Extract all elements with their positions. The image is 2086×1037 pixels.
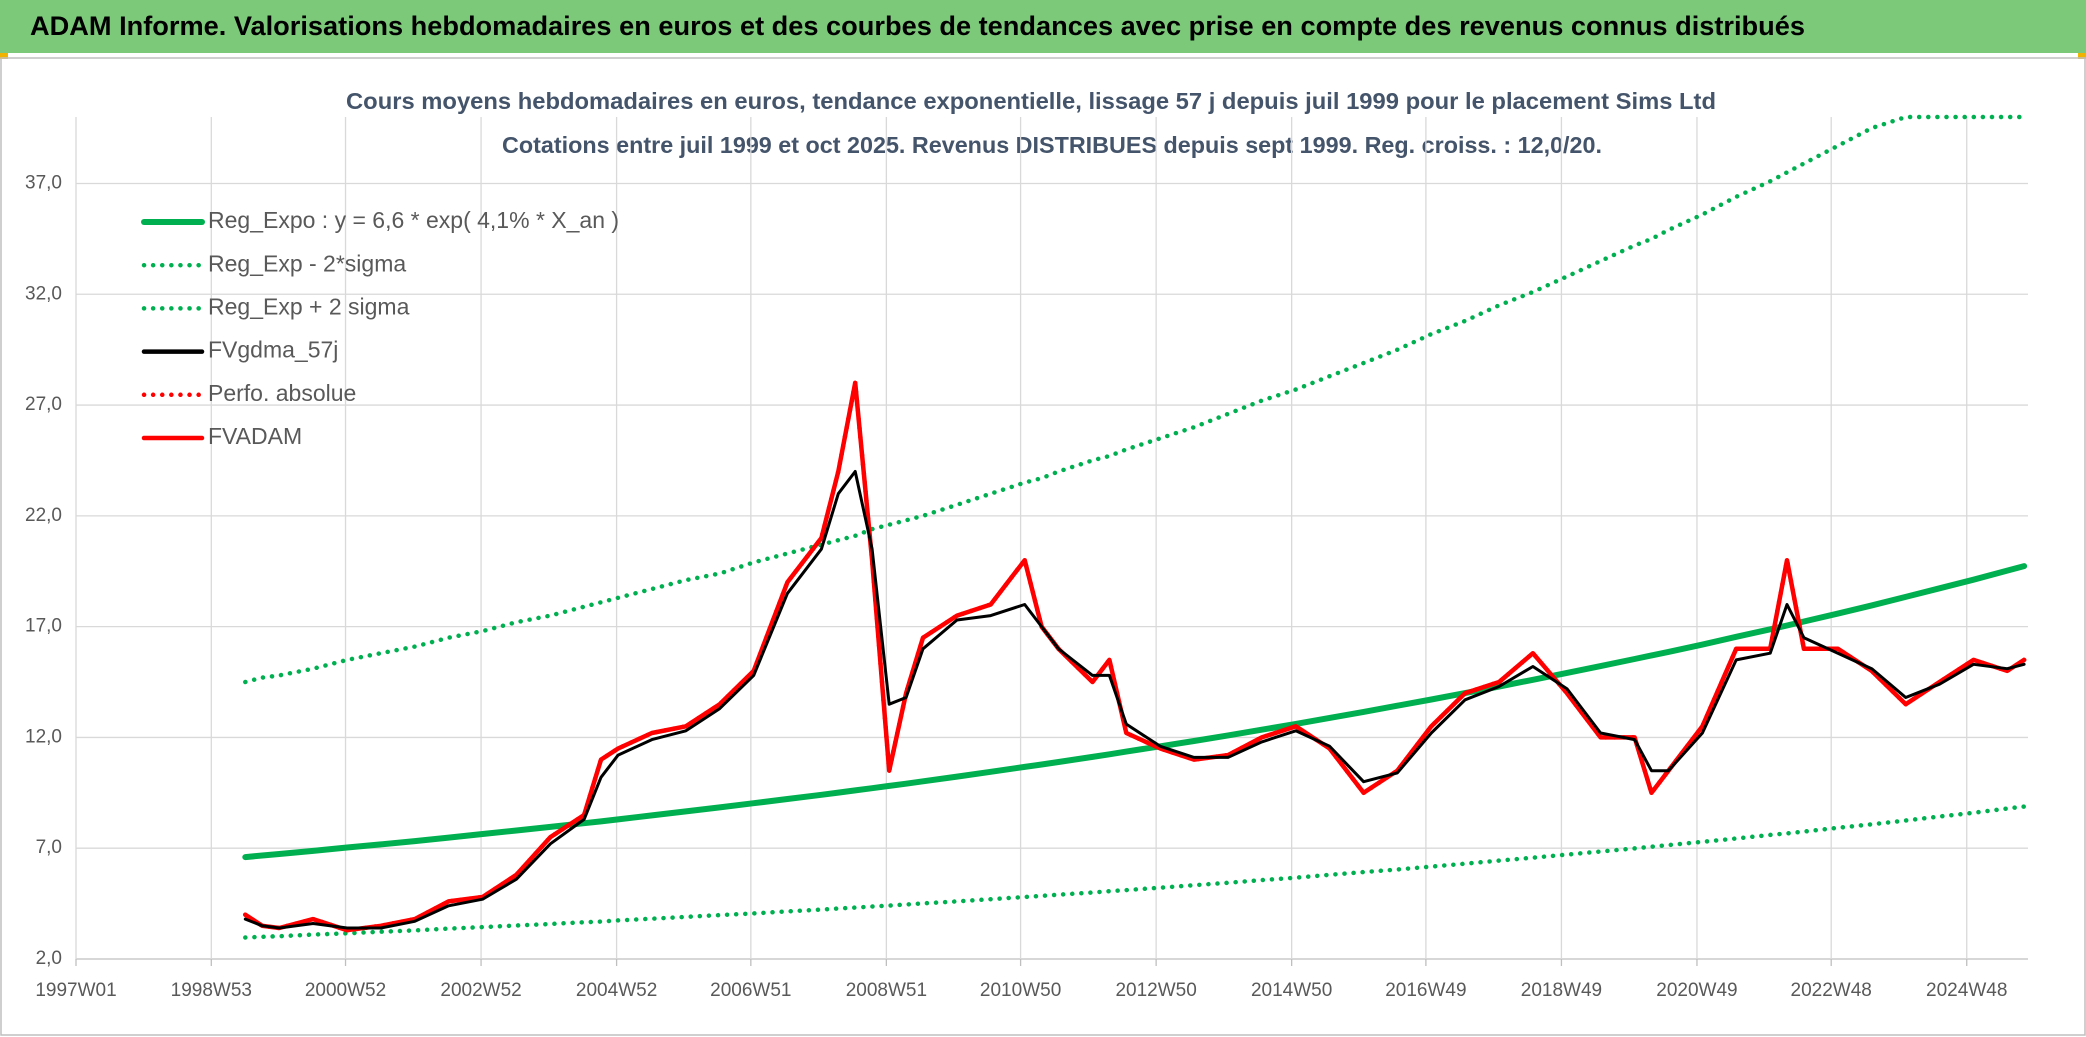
x-tick-label: 1998W53: [171, 980, 252, 1001]
y-tick-label: 12,0: [25, 726, 62, 747]
series-line: [242, 563, 2028, 861]
corner: [0, 53, 8, 59]
corner: [2078, 53, 2086, 59]
series-line: [243, 470, 2026, 930]
legend-label: Reg_Expo : y = 6,6 * exp( 4,1% * X_an ): [208, 207, 619, 233]
y-tick-label: 7,0: [36, 837, 62, 858]
chart-title: Cours moyens hebdomadaires en euros, ten…: [346, 88, 1716, 114]
y-tick-label: 22,0: [25, 505, 62, 526]
legend-label: Reg_Exp + 2 sigma: [208, 293, 410, 319]
y-tick-label: 27,0: [25, 394, 62, 415]
x-tick-label: 2002W52: [440, 980, 521, 1001]
header-bar: [0, 0, 2086, 53]
legend-label: Perfo. absolue: [208, 380, 356, 406]
x-tick-label: 2008W51: [846, 980, 927, 1001]
legend-label: FVgdma_57j: [208, 337, 338, 363]
y-tick-label: 17,0: [25, 616, 62, 637]
x-tick-label: 2010W50: [980, 980, 1061, 1001]
x-tick-label: 2014W50: [1251, 980, 1332, 1001]
x-tick-label: 2024W48: [1926, 980, 2007, 1001]
x-tick-label: 2022W48: [1791, 980, 1872, 1001]
x-tick-label: 2020W49: [1656, 980, 1737, 1001]
series-line: [243, 114, 2027, 685]
x-tick-label: 2012W50: [1115, 980, 1196, 1001]
x-tick-label: 2006W51: [710, 980, 791, 1001]
x-tick-label: 1997W01: [35, 980, 116, 1001]
page-title: ADAM Informe. Valorisations hebdomadaire…: [30, 11, 1805, 41]
y-tick-label: 32,0: [25, 283, 62, 304]
y-tick-label: 2,0: [36, 948, 62, 969]
legend-label: FVADAM: [208, 423, 302, 449]
y-tick-label: 37,0: [25, 172, 62, 193]
x-tick-label: 2000W52: [305, 980, 386, 1001]
chart-subtitle: Cotations entre juil 1999 et oct 2025. R…: [502, 132, 1602, 158]
legend-label: Reg_Exp - 2*sigma: [208, 250, 406, 276]
x-tick-label: 2016W49: [1385, 980, 1466, 1001]
x-tick-label: 2004W52: [576, 980, 657, 1001]
chart-frame: [0, 57, 2086, 1036]
series-line: [243, 804, 2027, 940]
series-line: [243, 380, 2027, 933]
x-tick-label: 2018W49: [1521, 980, 1602, 1001]
